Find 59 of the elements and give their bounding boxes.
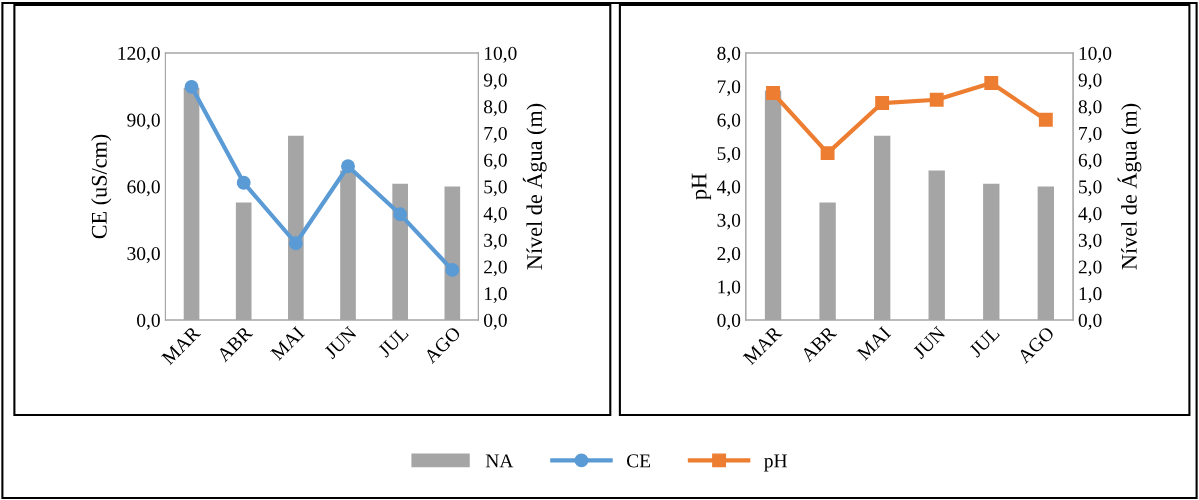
point <box>820 146 835 161</box>
y-tick-label: 2,0 <box>717 247 741 263</box>
y2-tick-label: 4,0 <box>483 207 507 223</box>
y2-tick-label: 7,0 <box>484 126 507 143</box>
y-axis-title: CE (uS/cm) <box>91 134 112 239</box>
y-tick-label: 120,0 <box>118 46 160 63</box>
y-tick-label: 30,0 <box>127 247 160 263</box>
y2-tick-label: 3,0 <box>1078 233 1102 250</box>
y2-tick-label: 2,0 <box>1078 260 1102 277</box>
point <box>1038 112 1053 127</box>
point <box>766 86 781 100</box>
y2-tick-label: 3,0 <box>484 233 507 250</box>
point <box>341 159 355 174</box>
x-tick-label: JUL <box>968 326 1001 358</box>
y-tick-label: 6,0 <box>717 113 741 130</box>
y-tick-label: 3,0 <box>717 213 741 230</box>
legend-label: NA <box>485 454 514 468</box>
point <box>875 96 890 111</box>
y2-tick-label: 5,0 <box>484 180 507 197</box>
y-tick-label: 90,0 <box>127 113 160 130</box>
y2-tick-label: 0,0 <box>484 313 507 330</box>
y2-axis-title: Nível de Água (m) <box>522 103 547 270</box>
x-tick-label: JUL <box>377 326 410 358</box>
y-tick-label: 0,0 <box>717 313 741 330</box>
y2-tick-label: 0,0 <box>1078 313 1102 330</box>
point <box>929 92 944 107</box>
y2-tick-label: 9,0 <box>1078 73 1102 90</box>
x-tick-label: JUN <box>912 325 947 360</box>
point <box>984 76 999 90</box>
y2-tick-label: 1,0 <box>484 287 507 304</box>
y-tick-label: 4,0 <box>716 180 741 197</box>
point <box>288 236 303 251</box>
legend-label: CE <box>626 454 651 468</box>
y2-tick-label: 10,0 <box>1079 46 1112 63</box>
point <box>393 207 408 222</box>
y2-tick-label: 4,0 <box>1078 207 1102 223</box>
y2-tick-label: 1,0 <box>1079 287 1102 304</box>
y-tick-label: 7,0 <box>717 80 741 97</box>
x-tick-label: JUN <box>323 325 358 360</box>
y2-tick-label: 10,0 <box>484 46 517 63</box>
y2-tick-label: 2,0 <box>484 260 507 277</box>
point <box>445 262 460 277</box>
y-tick-label: 5,0 <box>717 146 741 163</box>
y-tick-label: 1,0 <box>718 280 741 297</box>
y2-tick-label: 8,0 <box>1078 100 1102 117</box>
y2-axis-title: Nível de Água (m) <box>1117 103 1142 270</box>
point <box>236 175 251 190</box>
y2-tick-label: 5,0 <box>1079 180 1102 197</box>
y-tick-label: 60,0 <box>127 180 160 197</box>
point <box>184 79 199 94</box>
y2-tick-label: 6,0 <box>1078 153 1102 170</box>
y-tick-label: 8,0 <box>717 46 741 63</box>
y2-tick-label: 8,0 <box>484 100 507 117</box>
y2-tick-label: 6,0 <box>484 153 507 170</box>
y-axis-title: pH <box>691 173 712 200</box>
y2-tick-label: 7,0 <box>1079 126 1102 143</box>
legend-label: pH <box>764 454 787 472</box>
y-tick-label: 0,0 <box>137 313 160 330</box>
y2-tick-label: 9,0 <box>483 73 507 90</box>
